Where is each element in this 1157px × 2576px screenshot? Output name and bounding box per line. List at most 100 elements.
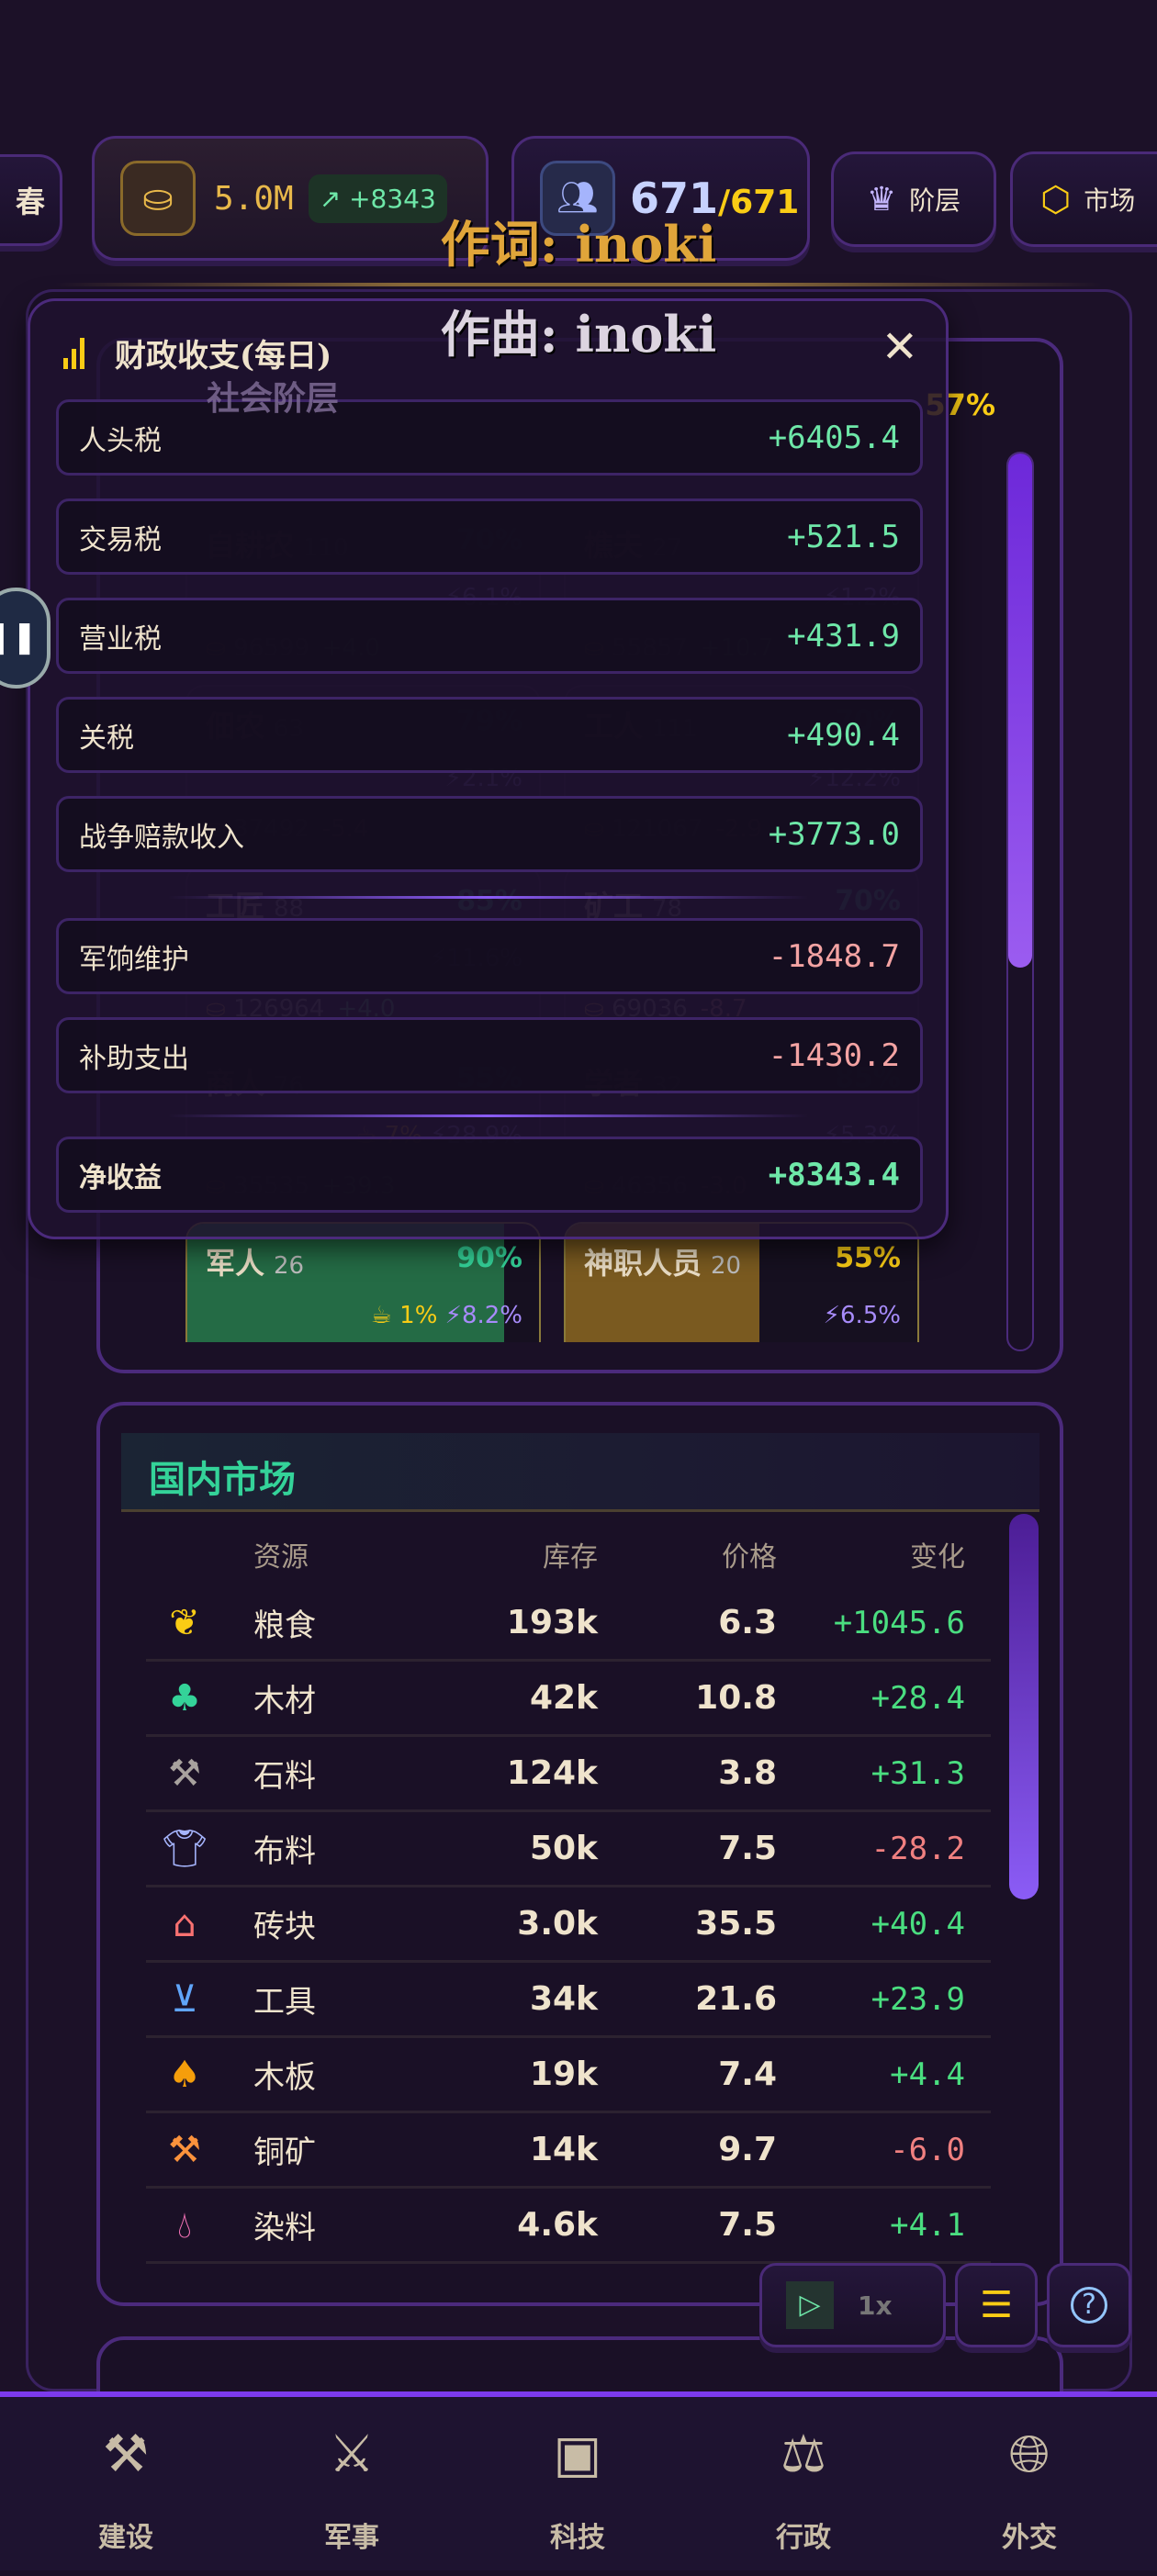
resource-stock: 193k bbox=[506, 1604, 598, 1641]
row-label: 人头税 bbox=[79, 424, 162, 457]
resource-name: 染料 bbox=[253, 2210, 316, 2246]
pickaxe-icon: ⚒ bbox=[168, 1752, 201, 1795]
row-label: 补助支出 bbox=[79, 1042, 189, 1075]
strata-label: 阶层 bbox=[909, 185, 961, 216]
net-label: 净收益 bbox=[79, 1161, 162, 1194]
row-value: -1848.7 bbox=[768, 937, 900, 975]
strata-button[interactable]: ♛ 阶层 bbox=[831, 151, 996, 247]
market-label: 市场 bbox=[1084, 185, 1136, 216]
resource-change: +4.4 bbox=[890, 2055, 965, 2093]
box-icon: ⬡ bbox=[1040, 179, 1072, 219]
resource-stock: 14k bbox=[529, 2131, 598, 2168]
swords-icon: ⚔ bbox=[328, 2425, 376, 2484]
market-row[interactable]: ♠ 木板 19k 7.4 +4.4 bbox=[146, 2038, 991, 2113]
resource-change: -6.0 bbox=[890, 2131, 965, 2168]
income-row: 人头税 +6405.4 bbox=[56, 399, 923, 476]
droplets-icon: 💧︎ bbox=[177, 2203, 192, 2246]
lyrics-line-1: 作词: inoki bbox=[440, 215, 717, 274]
play-icon[interactable]: ▷ bbox=[786, 2281, 834, 2329]
nav-item[interactable]: ▣ 科技 bbox=[465, 2397, 691, 2576]
market-row[interactable]: ❦ 粮食 193k 6.3 +1045.6 bbox=[146, 1586, 991, 1662]
resource-stock: 3.0k bbox=[517, 1905, 598, 1943]
resource-stock: 50k bbox=[529, 1830, 598, 1867]
row-value: +490.4 bbox=[787, 716, 900, 754]
nav-item[interactable]: ⚔ 军事 bbox=[239, 2397, 465, 2576]
market-row[interactable]: ⚒ 铜矿 14k 9.7 -6.0 bbox=[146, 2113, 991, 2189]
resource-stock: 19k bbox=[529, 2055, 598, 2093]
population-button[interactable]: 👥︎ 671 /671 bbox=[511, 136, 810, 261]
row-label: 战争赔款收入 bbox=[79, 821, 244, 854]
resource-change: +23.9 bbox=[871, 1980, 965, 2018]
market-row[interactable]: 👕︎ 布料 50k 7.5 -28.2 bbox=[146, 1812, 991, 1887]
lyrics-line-2: 作曲: inoki bbox=[440, 305, 717, 364]
income-row: 交易税 +521.5 bbox=[56, 498, 923, 575]
net-value: +8343.4 bbox=[768, 1156, 900, 1193]
help-button[interactable]: ? bbox=[1047, 2263, 1131, 2347]
satisfaction-fill bbox=[566, 1224, 759, 1342]
nav-label: 外交 bbox=[1002, 2522, 1057, 2554]
resource-stock: 34k bbox=[529, 1980, 598, 2018]
market-table-header: 资源 库存 价格 变化 bbox=[146, 1534, 991, 1574]
strata-name: 军人 26 bbox=[206, 1246, 305, 1281]
row-value: +521.5 bbox=[787, 518, 900, 555]
market-row[interactable]: ⌂ 砖块 3.0k 35.5 +40.4 bbox=[146, 1887, 991, 1963]
nav-item[interactable]: ⚒ 建设 bbox=[13, 2397, 239, 2576]
strata-metrics: ⚡6.5% bbox=[823, 1302, 901, 1329]
resource-price: 21.6 bbox=[695, 1980, 777, 2018]
market-row[interactable]: 💧︎ 染料 4.6k 7.5 +4.1 bbox=[146, 2189, 991, 2264]
nav-item[interactable]: 🌐︎ 外交 bbox=[916, 2397, 1142, 2576]
resource-name: 铜矿 bbox=[253, 2134, 316, 2171]
resource-price: 7.4 bbox=[718, 2055, 777, 2093]
strata-scrollbar[interactable] bbox=[1006, 452, 1034, 1351]
resource-name: 石料 bbox=[253, 1758, 316, 1795]
resource-change: +40.4 bbox=[871, 1905, 965, 1943]
resource-price: 7.5 bbox=[718, 1830, 777, 1867]
resource-price: 9.7 bbox=[718, 2131, 777, 2168]
resource-name: 木板 bbox=[253, 2059, 316, 2096]
resource-change: +1045.6 bbox=[833, 1604, 965, 1641]
resource-stock: 42k bbox=[529, 1679, 598, 1717]
market-scrollbar[interactable] bbox=[1009, 1514, 1039, 1899]
resource-change: -28.2 bbox=[871, 1830, 965, 1867]
shirt-icon: 👕︎ bbox=[161, 1828, 208, 1870]
trend-up-icon: ↗ bbox=[319, 183, 342, 214]
resource-stock: 4.6k bbox=[517, 2206, 598, 2244]
section-divider bbox=[168, 1114, 808, 1117]
resource-change: +31.3 bbox=[871, 1754, 965, 1792]
strata-metrics: ☕ 1% ⚡8.2% bbox=[370, 1302, 522, 1329]
coins-icon: ⛀ bbox=[120, 161, 196, 236]
house-icon: ⌂ bbox=[173, 1902, 197, 1945]
pause-button[interactable]: ❚❚ bbox=[0, 588, 51, 689]
speed-control[interactable]: ▷ 1x bbox=[759, 2263, 946, 2347]
net-income-row: 净收益 +8343.4 bbox=[56, 1137, 923, 1213]
finance-modal: 财政收支(每日) ✕ 人头税 +6405.4 交易税 +521.5 营业税 +431.9 关… bbox=[28, 298, 949, 1239]
nav-label: 军事 bbox=[324, 2522, 379, 2554]
treasury-value: 5.0M bbox=[214, 179, 294, 218]
speed-label[interactable]: 1x bbox=[858, 2290, 893, 2321]
strata-title: 社会阶层 bbox=[207, 379, 340, 418]
resource-price: 6.3 bbox=[718, 1604, 777, 1641]
wheat-icon: ❦ bbox=[169, 1601, 200, 1644]
market-row[interactable]: ⚒ 石料 124k 3.8 +31.3 bbox=[146, 1737, 991, 1812]
treasury-delta: +8343 bbox=[349, 183, 436, 214]
market-button[interactable]: ⬡ 市场 bbox=[1010, 151, 1157, 247]
population-max: /671 bbox=[718, 183, 800, 221]
resource-price: 35.5 bbox=[695, 1905, 777, 1943]
row-label: 军饷维护 bbox=[79, 943, 189, 976]
market-row[interactable]: ♣ 木材 42k 10.8 +28.4 bbox=[146, 1662, 991, 1737]
income-row: 营业税 +431.9 bbox=[56, 598, 923, 674]
strata-name: 神职人员 20 bbox=[584, 1246, 742, 1281]
menu-button[interactable]: ☰ bbox=[955, 2263, 1038, 2347]
hammer-icon: ⚒ bbox=[102, 2425, 150, 2484]
resource-change: +28.4 bbox=[871, 1679, 965, 1717]
treasury-button[interactable]: ⛀ 5.0M ↗ +8343 bbox=[92, 136, 489, 261]
market-row[interactable]: ⊻ 工具 34k 21.6 +23.9 bbox=[146, 1963, 991, 2038]
season-button[interactable]: 春 bbox=[0, 154, 62, 246]
cpu-icon: ▣ bbox=[553, 2425, 602, 2484]
satisfaction-fill bbox=[187, 1224, 504, 1342]
nav-item[interactable]: ⚖ 行政 bbox=[691, 2397, 916, 2576]
close-icon[interactable]: ✕ bbox=[881, 321, 918, 373]
market-panel: 国内市场 资源 库存 价格 变化 ❦ 粮食 193k 6.3 +1045.6 ♣ 木材 42k… bbox=[96, 1402, 1063, 2306]
